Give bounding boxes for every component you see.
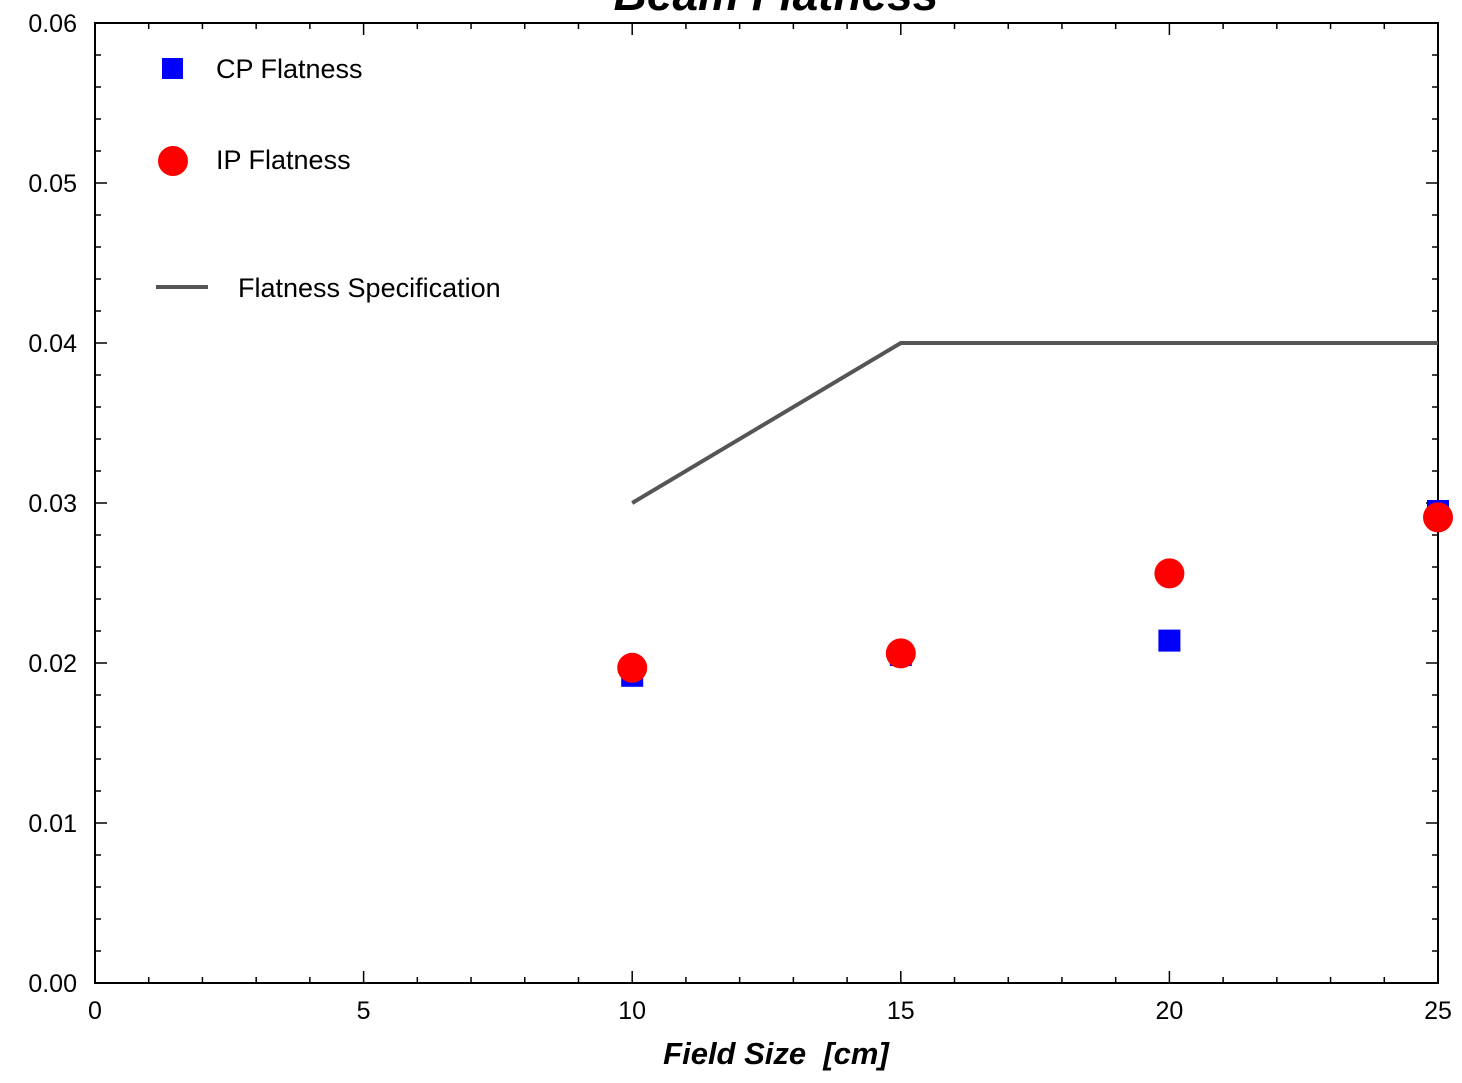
plot-series (617, 341, 1453, 687)
y-tick-label: 0.03 (28, 490, 77, 518)
y-tick-label: 0.02 (28, 650, 77, 678)
x-axis-label: Field Size [cm] (663, 1036, 890, 1071)
y-tick-label: 0.06 (28, 10, 77, 38)
y-tick-label: 0.04 (28, 330, 77, 358)
x-tick-label: 15 (887, 997, 915, 1025)
x-tick-label: 5 (357, 997, 371, 1025)
y-tick-label: 0.01 (28, 810, 77, 838)
legend-spec-label: Flatness Specification (238, 273, 501, 303)
chart-title: Beam Flatness (614, 0, 939, 20)
legend: CP Flatness IP Flatness Flatness Specifica… (156, 54, 501, 303)
legend-ip-label: IP Flatness (216, 145, 351, 175)
spec-line (631, 341, 1438, 505)
legend-cp-marker (162, 58, 183, 79)
axes: 0 5 10 15 20 25 0.00 0.01 0.02 0.03 0.04 0.05 0.06 (28, 10, 1452, 1025)
y-tick-label: 0.05 (28, 170, 77, 198)
x-tick-label: 20 (1155, 997, 1183, 1025)
ip-point (617, 652, 648, 683)
ip-point (1423, 502, 1453, 533)
legend-cp-label: CP Flatness (216, 54, 363, 84)
ip-point (885, 638, 916, 669)
x-tick-label: 10 (618, 997, 646, 1025)
ip-point (1154, 558, 1185, 589)
cp-point (1158, 629, 1181, 652)
y-tick-label: 0.00 (28, 970, 77, 998)
legend-ip-marker (158, 146, 188, 176)
x-tick-label: 25 (1424, 997, 1452, 1025)
x-tick-label: 0 (88, 997, 102, 1025)
